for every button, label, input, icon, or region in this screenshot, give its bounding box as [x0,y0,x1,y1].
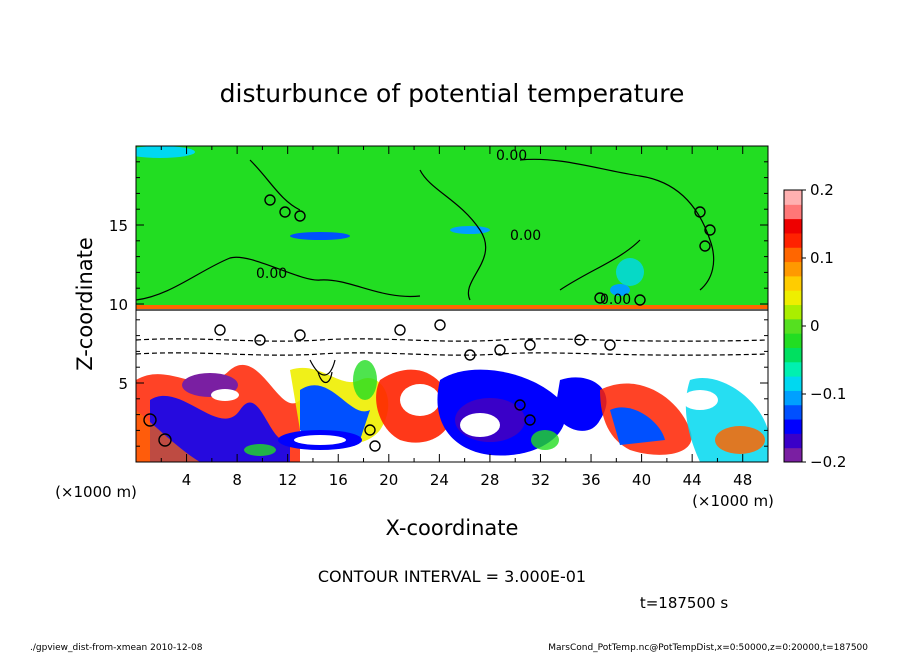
y-tick-label: 10 [109,296,128,314]
colorbar-swatch [784,347,802,363]
footer-left: ./gpview_dist-from-xmean 2010-12-08 [30,643,203,653]
contour-label: 0.00 [256,266,287,282]
colorbar-swatch [784,204,802,220]
colorbar-swatch [784,376,802,391]
x-axis-title: X-coordinate [386,516,519,540]
colorbar-swatch [784,218,802,234]
upper-layer-field [136,146,768,308]
colorbar-swatch [784,433,802,449]
x-tick-label: 8 [232,471,242,489]
x-unit-label: (×1000 m) [692,492,774,510]
x-tick-label: 4 [182,471,192,489]
y-axis: 5 10 15 [109,161,768,447]
colorbar-tick-label: 0 [810,317,820,335]
x-tick-label: 20 [379,471,398,489]
x-tick-label: 48 [733,471,752,489]
x-tick-label: 28 [480,471,499,489]
colorbar-swatch [784,304,802,320]
colorbar-swatch [784,333,802,348]
colorbar-swatch [784,447,802,463]
time-stamp: t=187500 s [640,594,728,612]
contour-label: 0.00 [496,148,527,164]
contour-label: 0.00 [600,292,631,308]
colorbar-swatch [784,247,802,263]
contour-interval-note: CONTOUR INTERVAL = 3.000E-01 [318,567,586,586]
colorbar-swatch [784,190,802,205]
colorbar-swatch [784,318,802,334]
contour-lines [136,158,768,384]
colorbar-swatch [784,419,802,434]
colorbar-tick-label: 0.1 [810,249,834,267]
colorbar-tick-label: −0.2 [810,453,846,471]
contour-label: 0.00 [510,228,541,244]
y-unit-label: (×1000 m) [55,483,137,501]
x-tick-label: 36 [581,471,600,489]
chart-title: disturbunce of potential temperature [220,79,685,108]
colorbar-swatch [784,361,802,377]
colorbar-swatch [784,261,802,277]
y-tick-label: 15 [109,217,128,235]
x-tick-label: 12 [278,471,297,489]
y-axis-title: Z-coordinate [73,237,97,371]
x-axis: 4 8 12 16 20 24 28 32 36 40 44 48 [160,146,769,489]
colorbar-swatch [784,404,802,420]
x-tick-label: 44 [683,471,702,489]
colorbar-swatch [784,232,802,248]
footer-right: MarsCond_PotTemp.nc@PotTempDist,x=0:5000… [548,643,868,653]
colorbar-swatch [784,390,802,406]
colorbar: 0.2 0.1 0 −0.1 −0.2 [783,181,846,471]
x-tick-label: 32 [531,471,550,489]
plot-area: 0.00 0.00 0.00 0.00 [135,145,769,463]
x-tick-label: 40 [632,471,651,489]
lower-anomalies [136,360,768,462]
x-tick-label: 16 [329,471,348,489]
colorbar-tick-label: −0.1 [810,385,846,403]
colorbar-swatch [784,275,802,291]
y-tick-label: 5 [118,375,128,393]
contour-circles [143,194,716,452]
upper-anomalies [136,146,768,309]
colorbar-tick-label: 0.2 [810,181,834,199]
x-tick-label: 24 [430,471,449,489]
colorbar-swatch [784,290,802,306]
